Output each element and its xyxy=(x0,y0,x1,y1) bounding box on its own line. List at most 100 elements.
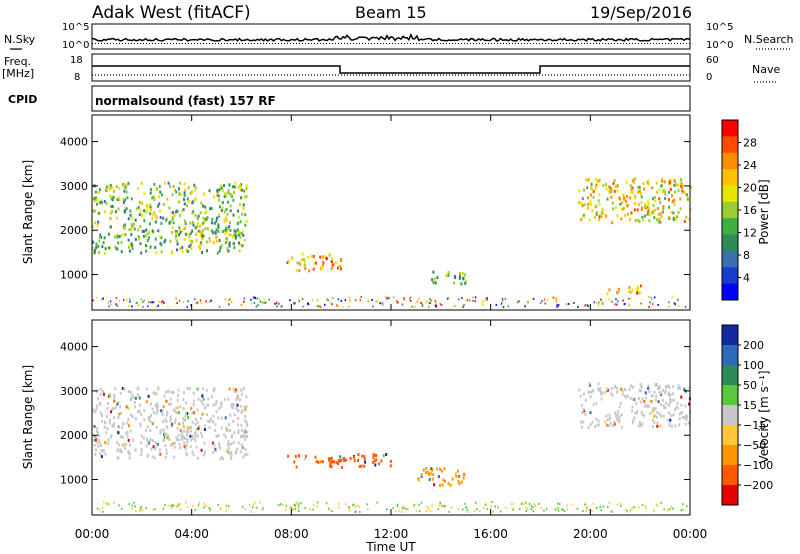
echo-cell xyxy=(310,255,313,259)
echo-cell xyxy=(201,435,204,438)
echo-cell xyxy=(613,422,616,426)
echo-cell xyxy=(112,424,115,428)
power-frame xyxy=(91,114,691,311)
echo-cell xyxy=(653,421,656,425)
ground-scatter-cell xyxy=(154,507,156,510)
echo-cell xyxy=(156,402,159,406)
echo-cell xyxy=(185,433,188,437)
echo-cell xyxy=(204,450,206,454)
echo-cell xyxy=(100,236,103,239)
echo-cell xyxy=(624,387,627,391)
echo-cell xyxy=(636,288,639,292)
ground-scatter-cell xyxy=(670,505,672,508)
echo-cell xyxy=(98,239,101,243)
echo-cell xyxy=(99,444,102,448)
colorbar-segment xyxy=(722,385,738,406)
ground-scatter-cell xyxy=(401,508,404,511)
echo-cell xyxy=(142,436,145,440)
echo-cell xyxy=(137,187,139,191)
ground-scatter-cell xyxy=(425,301,428,304)
echo-cell xyxy=(304,457,307,461)
echo-cell xyxy=(217,229,220,233)
ground-scatter-cell xyxy=(176,302,178,305)
ground-scatter-cell xyxy=(248,504,251,507)
ground-scatter-cell xyxy=(486,298,488,301)
ground-scatter-cell xyxy=(101,298,103,301)
echo-cell xyxy=(237,209,240,213)
echo-cell xyxy=(129,429,132,433)
ground-scatter-cell xyxy=(157,304,160,307)
echo-cell xyxy=(605,414,608,418)
ground-scatter-cell xyxy=(260,301,263,304)
echo-cell xyxy=(179,181,182,185)
ground-scatter-cell xyxy=(194,298,196,301)
echo-cell xyxy=(243,405,246,409)
echo-cell xyxy=(132,222,135,226)
echo-cell xyxy=(442,478,445,482)
echo-cell xyxy=(97,431,100,435)
echo-cell xyxy=(670,414,673,418)
echo-cell xyxy=(121,443,124,447)
echo-cell xyxy=(625,200,628,203)
velocity-data-layer xyxy=(92,382,692,513)
echo-cell xyxy=(169,239,172,243)
echo-cell xyxy=(222,457,224,461)
echo-cell xyxy=(455,474,458,478)
echo-cell xyxy=(242,203,245,207)
echo-cell xyxy=(633,180,635,184)
echo-cell xyxy=(209,207,211,211)
ground-scatter-cell xyxy=(319,305,322,308)
echo-cell xyxy=(614,411,617,415)
echo-cell xyxy=(184,447,187,451)
echo-cell xyxy=(108,421,111,425)
ground-scatter-cell xyxy=(447,297,450,300)
echo-cell xyxy=(647,210,650,213)
echo-cell xyxy=(183,425,185,429)
ground-scatter-cell xyxy=(655,503,658,506)
echo-cell xyxy=(184,188,187,192)
power-colorbar-label: Power [dB] xyxy=(757,179,771,244)
ground-scatter-cell xyxy=(325,502,328,505)
echo-cell xyxy=(178,192,181,196)
echo-cell xyxy=(645,396,647,400)
echo-cell xyxy=(94,190,97,194)
echo-cell xyxy=(127,390,130,393)
echo-cell xyxy=(196,225,199,229)
echo-cell xyxy=(169,184,172,188)
ground-scatter-cell xyxy=(143,299,145,302)
ground-scatter-cell xyxy=(307,302,309,305)
echo-cell xyxy=(241,428,243,432)
echo-cell xyxy=(96,441,99,444)
echo-cell xyxy=(228,443,231,447)
echo-cell xyxy=(186,412,189,416)
echo-cell xyxy=(238,231,241,235)
echo-cell xyxy=(680,184,683,188)
echo-cell xyxy=(227,397,230,401)
echo-cell xyxy=(681,186,684,190)
echo-cell xyxy=(133,227,136,231)
echo-cell xyxy=(600,211,603,215)
echo-cell xyxy=(147,425,149,429)
ground-scatter-cell xyxy=(230,301,233,303)
echo-cell xyxy=(112,407,115,411)
echo-cell xyxy=(298,262,301,266)
ground-scatter-cell xyxy=(547,298,549,301)
echo-cell xyxy=(196,434,199,438)
echo-cell xyxy=(141,202,143,205)
ground-scatter-cell xyxy=(170,507,173,509)
nsky-trace xyxy=(91,32,691,44)
ground-scatter-cell xyxy=(103,501,105,504)
echo-cell xyxy=(117,448,119,452)
ground-scatter-cell xyxy=(653,296,656,299)
ground-scatter-cell xyxy=(102,297,104,300)
echo-cell xyxy=(464,281,467,285)
ground-scatter-cell xyxy=(667,509,669,512)
echo-cell xyxy=(229,228,232,232)
echo-cell xyxy=(145,244,147,248)
ground-scatter-cell xyxy=(243,300,245,303)
echo-cell xyxy=(433,277,436,281)
ground-scatter-cell xyxy=(156,305,158,308)
echo-cell xyxy=(208,239,211,243)
echo-cell xyxy=(579,394,582,398)
echo-cell xyxy=(610,190,613,193)
